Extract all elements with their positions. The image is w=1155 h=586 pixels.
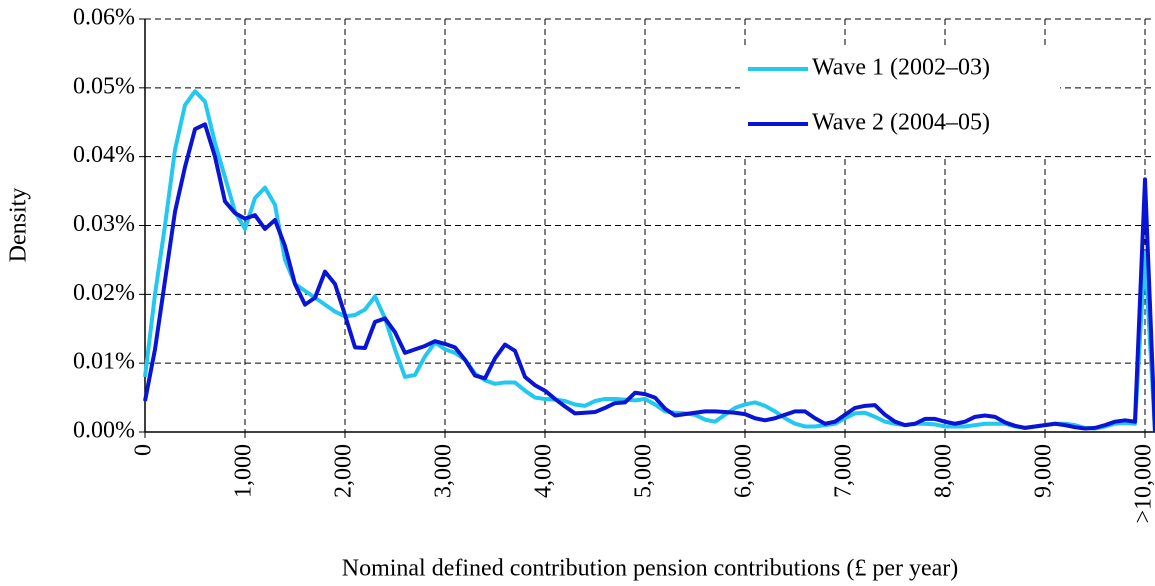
x-tick-label: 9,000 [1031, 444, 1057, 498]
x-tick-label: 4,000 [531, 444, 557, 498]
x-tick-label: 6,000 [731, 444, 757, 498]
x-tick-label: 7,000 [831, 444, 857, 498]
x-tick-label: 1,000 [231, 444, 257, 498]
y-tick-label: 0.02% [73, 280, 135, 306]
legend-box [740, 45, 1060, 155]
y-tick-label: 0.03% [73, 211, 135, 237]
y-tick-label: 0.06% [73, 5, 135, 31]
y-tick-label: 0.05% [73, 73, 135, 99]
line-series [143, 122, 1155, 433]
y-tick-label: 0.00% [73, 418, 135, 444]
y-tick-label: 0.04% [73, 142, 135, 168]
x-tick-label: 8,000 [931, 444, 957, 498]
x-tick-label: >10,000 [1131, 444, 1155, 524]
y-axis-label: Density [6, 188, 32, 263]
x-axis-label: Nominal defined contribution pension con… [342, 556, 959, 582]
y-tick-label: 0.01% [73, 349, 135, 375]
x-tick-label: 3,000 [431, 444, 457, 498]
legend-label: Wave 1 (2002–03) [812, 55, 990, 81]
x-tick-label: 0 [131, 444, 157, 456]
x-tick-label: 2,000 [331, 444, 357, 498]
x-tick-label: 5,000 [631, 444, 657, 498]
legend-label: Wave 2 (2004–05) [812, 110, 990, 136]
